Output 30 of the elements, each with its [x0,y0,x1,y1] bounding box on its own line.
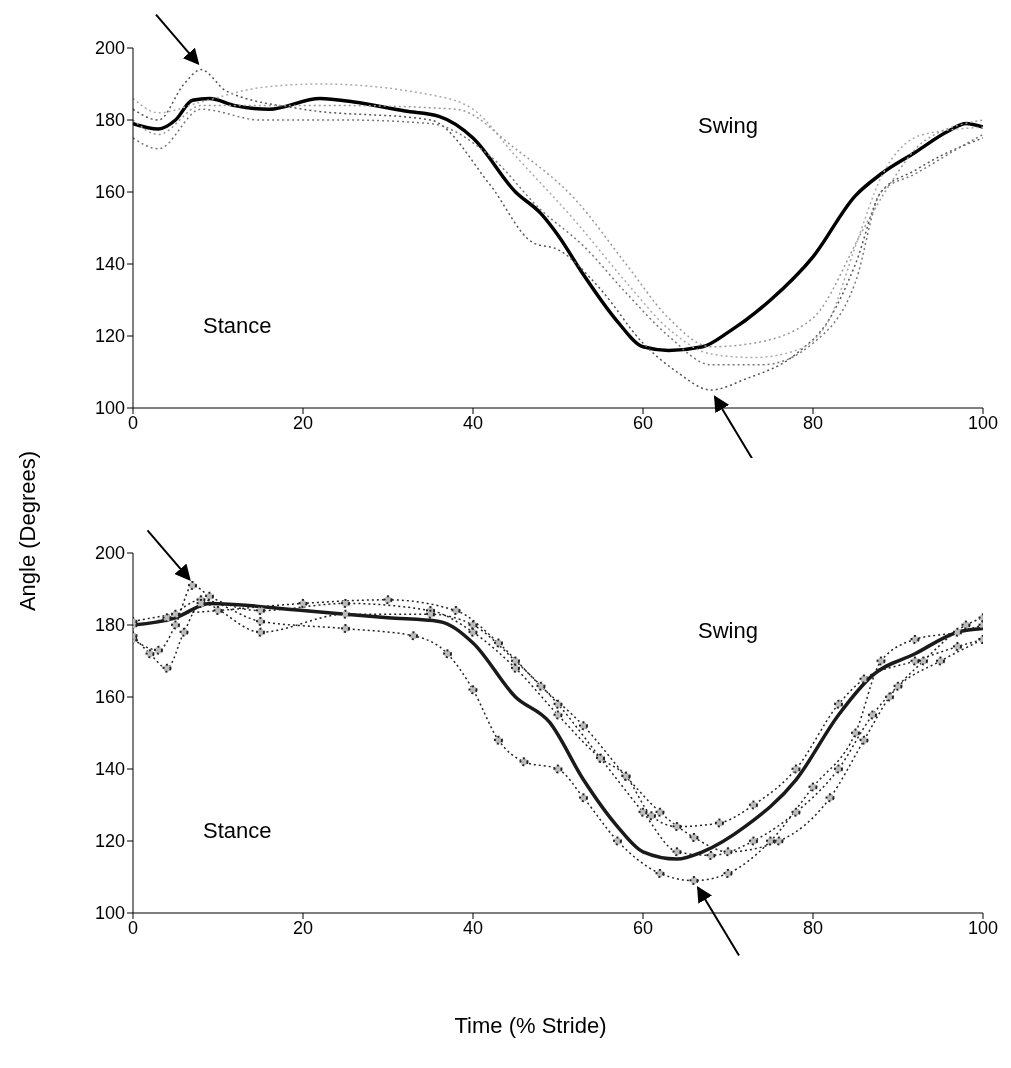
y-tick-label: 200 [94,38,125,59]
y-tick-label: 140 [94,254,125,275]
x-tick-label: 0 [127,917,139,938]
x-tick-label: 40 [462,917,484,938]
annotation: Swing [698,618,758,644]
x-tick-label: 100 [967,917,999,938]
annotation: Swing [698,113,758,139]
x-tick-label: 20 [292,412,314,433]
x-tick-label: 40 [462,412,484,433]
x-tick-label: 80 [802,412,824,433]
annotation: Stance [203,313,272,339]
y-axis-title: Angle (Degrees) [15,449,41,614]
x-tick-label: 80 [802,917,824,938]
y-tick-label: 180 [94,615,125,636]
x-axis-title: Time (% Stride) [453,1013,608,1039]
x-tick-label: 20 [292,917,314,938]
x-tick-label: 60 [632,412,654,433]
y-tick-label: 200 [94,543,125,564]
x-tick-label: 100 [967,412,999,433]
y-tick-label: 160 [94,182,125,203]
y-tick-label: 120 [94,326,125,347]
y-tick-label: 140 [94,759,125,780]
annotation: Stance [203,818,272,844]
x-tick-label: 60 [632,917,654,938]
y-tick-label: 160 [94,687,125,708]
y-tick-label: 100 [94,903,125,924]
y-tick-label: 100 [94,398,125,419]
y-tick-label: 180 [94,110,125,131]
y-tick-label: 120 [94,831,125,852]
x-tick-label: 0 [127,412,139,433]
